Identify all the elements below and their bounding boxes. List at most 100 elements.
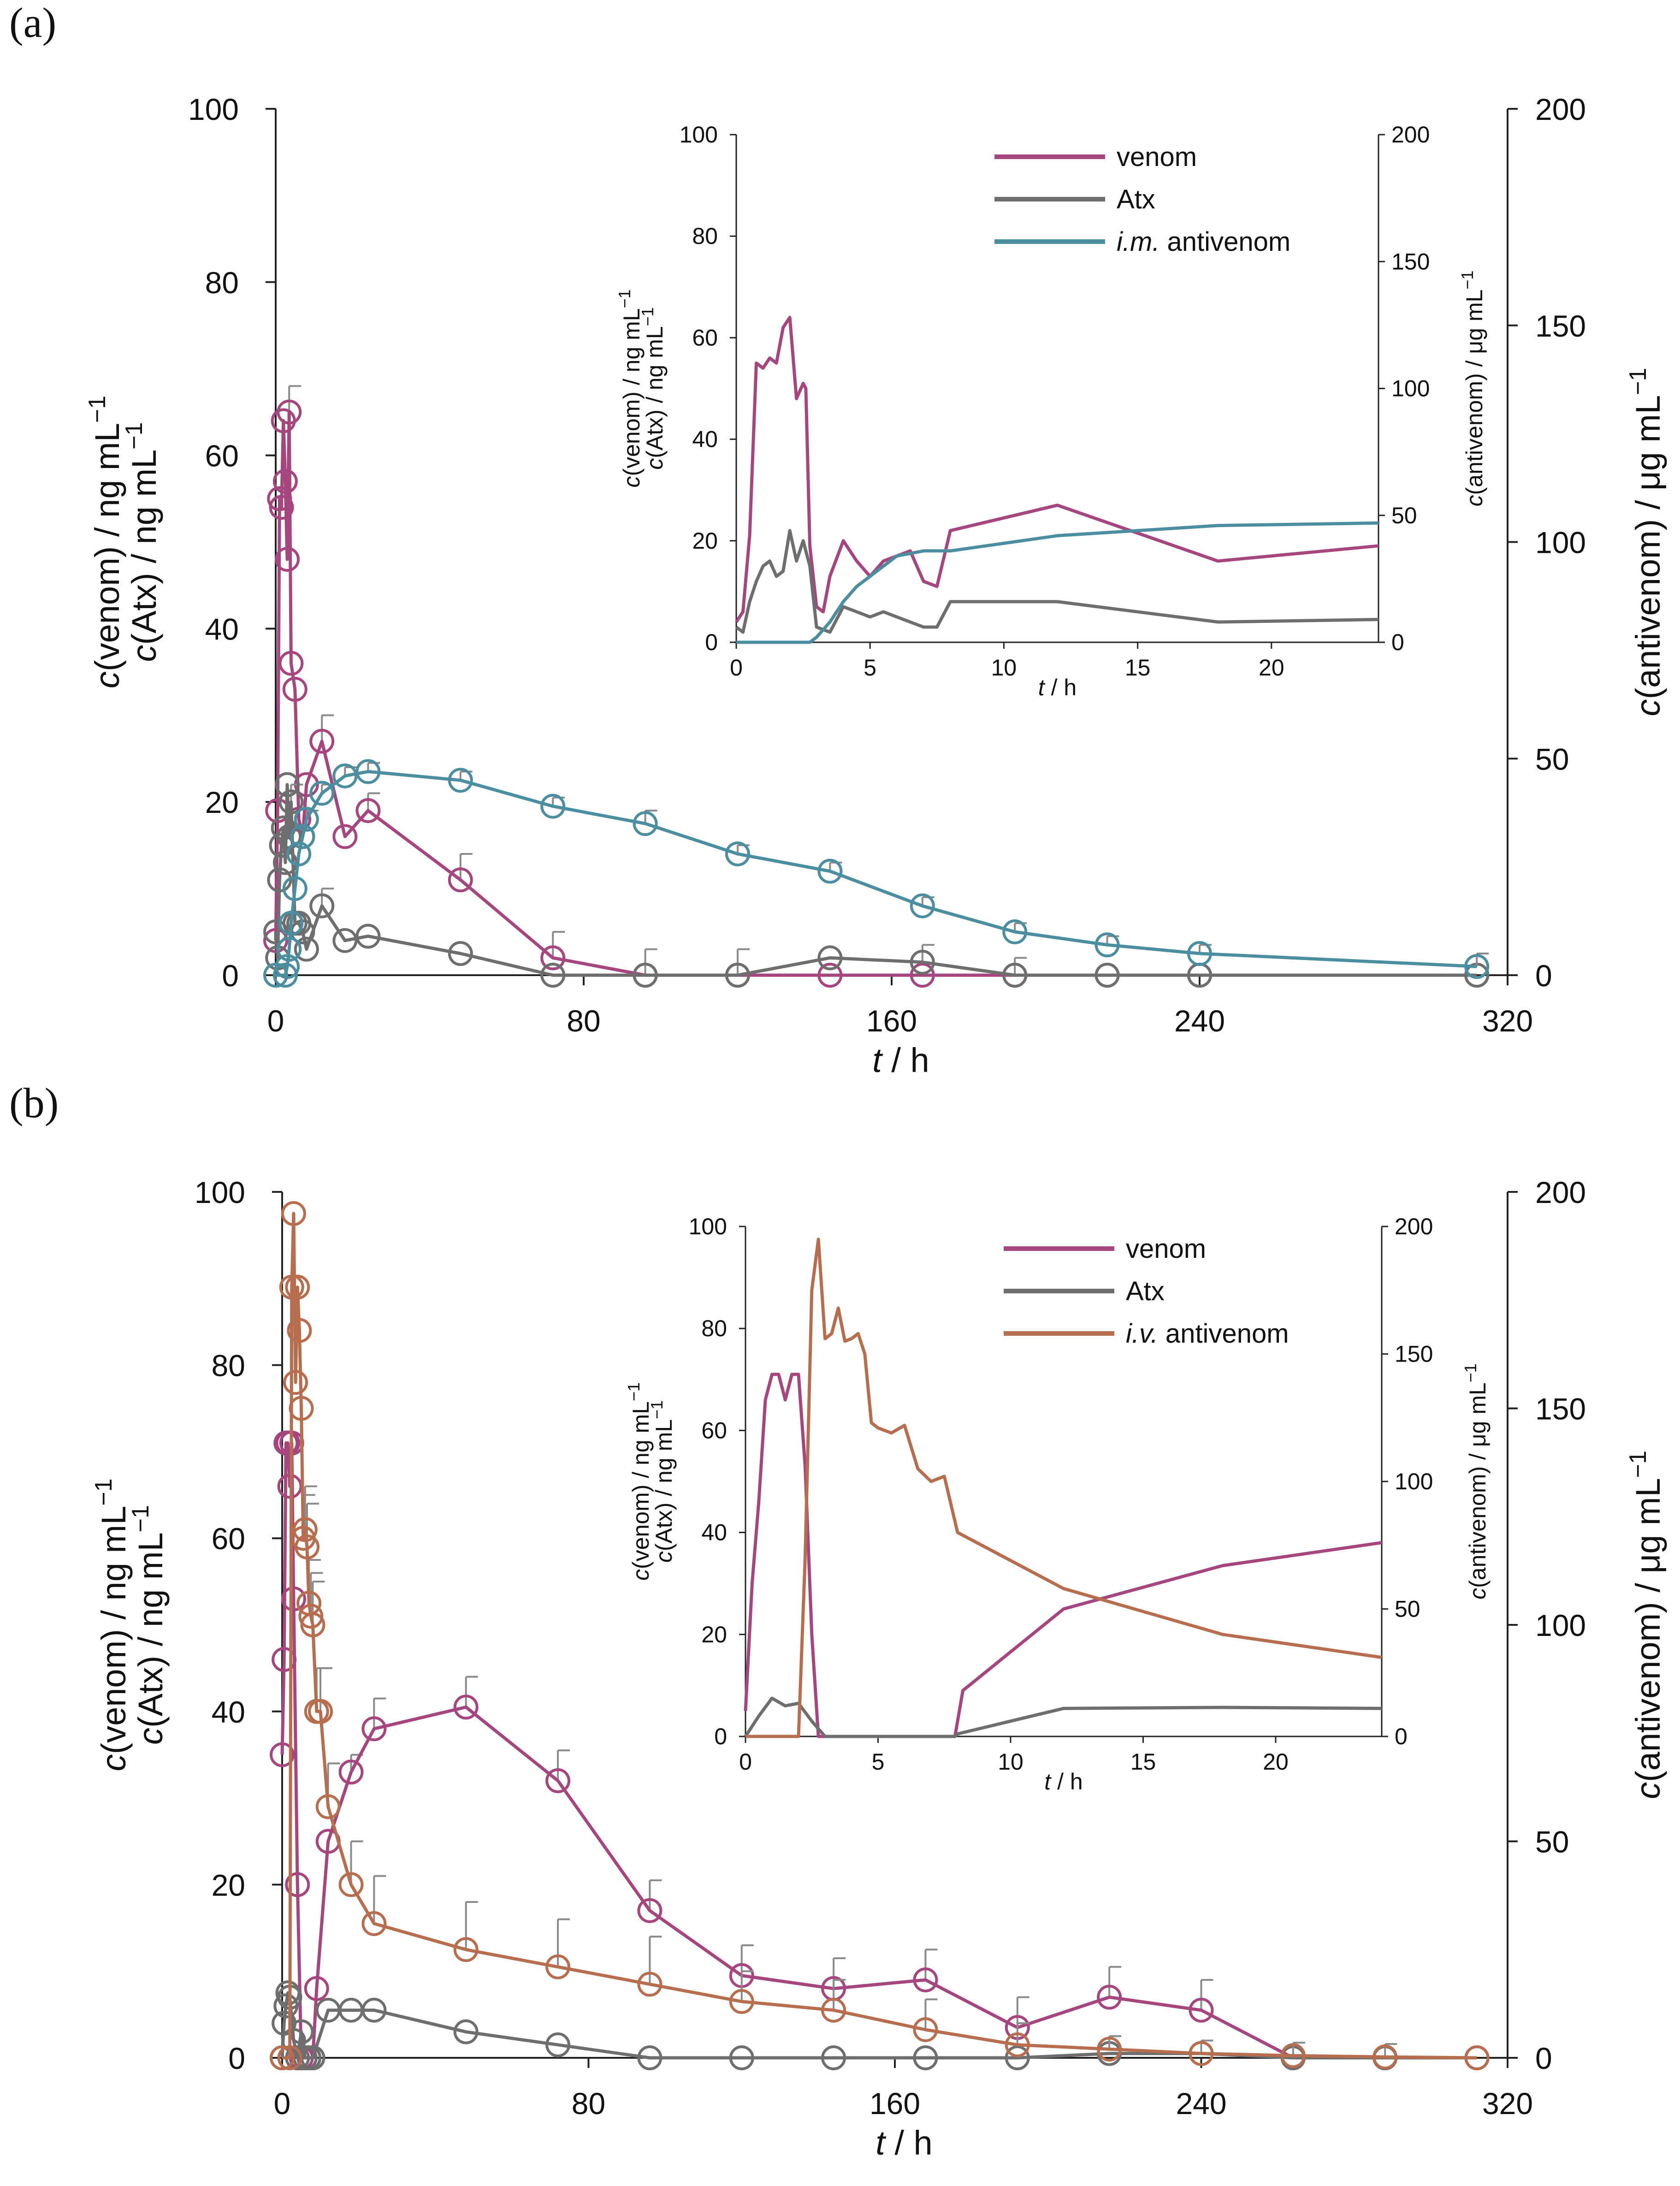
y-axis-label-right-italic: c [1461,495,1487,506]
data-point [294,806,319,832]
series-atx [263,772,1490,988]
y-axis-label-venom: c(venom) / ng mL−1 [90,1478,133,1771]
data-point [1464,2045,1490,2070]
data-point [315,1794,341,1819]
data-point [269,495,294,520]
data-point [1002,919,1028,945]
x-axis-label-text: / h [1045,675,1077,700]
y-axis-label-atx-exponent: −1 [127,1505,154,1532]
y-axis-label-atx: c(Atx) / ng mL−1 [127,1505,170,1745]
data-point [277,399,302,425]
data-point [270,2045,295,2070]
data-point [285,1872,310,1897]
y-tick-label-right: 200 [1535,1175,1586,1209]
x-tick-label: 0 [274,2086,291,2121]
data-point [545,1954,571,1979]
x-tick-label: 0 [739,1749,752,1775]
panel-label: (b) [9,1079,59,1126]
data-point [725,963,750,988]
y-tick-label-left: 60 [212,1522,245,1556]
legend: venom Atx i.v. antivenom [1004,1234,1289,1349]
y-tick-label-left: 20 [212,1868,245,1902]
data-point [309,893,335,918]
data-point [817,945,843,971]
y-tick-label-left: 20 [692,528,718,554]
y-tick-label-left: 0 [714,1724,727,1749]
y-axis-label-right: c(antivenom) / μg mL−1 [1458,271,1487,507]
data-point [308,1699,333,1724]
y-axis-label-right: c(antivenom) / μg mL−1 [1625,368,1667,717]
y-axis-label-venom-exponent: −1 [615,289,634,308]
legend-label: i.v. antivenom [1126,1319,1289,1349]
data-point [633,811,658,836]
y-axis-label-atx: c(Atx) / ng mL−1 [647,1400,677,1563]
y-axis-label-atx-italic: c [125,645,163,662]
data-point [913,2017,938,2042]
data-point [285,1274,310,1300]
series-i-m-antivenom [736,521,1379,644]
data-point [282,876,308,901]
legend-label-italic: i.v. [1126,1319,1158,1349]
y-tick-label-right: 100 [1535,526,1586,560]
series-line [282,1212,1477,2060]
legend-label-text: antivenom [1158,1319,1289,1349]
x-tick-label: 0 [267,1004,284,1038]
y-axis-label-atx-text: (Atx) / ng mL [651,1419,677,1551]
series-venom [744,1373,1382,1738]
data-point [910,949,935,975]
data-point [545,1768,571,1794]
data-point [729,1989,754,2014]
y-tick-label-right: 0 [1535,959,1552,993]
x-axis-label: t / h [875,2124,932,2162]
y-tick-label-left: 80 [212,1349,245,1383]
data-point [290,824,315,849]
legend-label: Atx [1126,1276,1165,1306]
data-point [1189,1997,1214,2023]
y-axis-label-right: c(antivenom) / μg mL−1 [1461,1363,1491,1600]
y-axis-label-venom-italic: c [619,476,645,488]
x-tick-label: 160 [866,1004,917,1038]
y-axis-label-atx: c(Atx) / ng mL−1 [121,422,163,662]
legend-label-text: antivenom [1159,227,1290,257]
y-axis-label-atx-italic: c [642,458,668,470]
y-axis-label-right-italic: c [1629,699,1667,716]
y-axis-label-right-italic: c [1629,1782,1667,1799]
data-point [275,772,300,797]
y-axis-label-atx-text: (Atx) / ng mL [642,326,668,458]
y-tick-label-left: 40 [692,427,718,452]
x-axis-label-italic: t [875,2124,887,2162]
y-tick-label-right: 200 [1391,122,1430,148]
data-point [338,1872,364,1897]
data-point [267,867,292,893]
y-tick-label-right: 50 [1535,742,1569,776]
y-axis-label-right-text: (antivenom) / μg mL [1629,1478,1667,1782]
x-axis-label-text: / h [1051,1769,1083,1795]
y-tick-label-left: 40 [212,1695,245,1729]
y-tick-label-left: 100 [689,1214,727,1239]
y-axis-label-atx-exponent: −1 [647,1400,666,1419]
data-point [355,759,381,784]
data-point [300,1612,325,1637]
y-tick-label-right: 100 [1535,1608,1586,1642]
y-tick-label-right: 50 [1395,1596,1420,1622]
data-point [910,893,935,918]
data-point [1005,2032,1030,2057]
data-point [1005,2045,1030,2070]
series-atx [744,1696,1382,1738]
data-point [338,1759,364,1785]
y-tick-label-left: 60 [205,439,239,473]
panel-b: (b)0 80 160 240 320020406080100050100150200t… [9,1079,1667,2162]
x-tick-label: 10 [998,1749,1023,1775]
x-axis-label: t / h [872,1041,929,1079]
y-tick-label-right: 150 [1391,249,1430,274]
y-axis-label-venom-italic: c [88,671,126,688]
data-point [275,547,300,572]
series-line [274,783,1477,977]
series-line [745,1238,1382,1738]
data-point [292,1517,318,1542]
data-point [361,1716,387,1742]
legend-label: venom [1117,142,1197,172]
data-point [361,1997,387,2023]
y-tick-label-left: 100 [680,122,718,148]
data-point [637,1898,663,1923]
